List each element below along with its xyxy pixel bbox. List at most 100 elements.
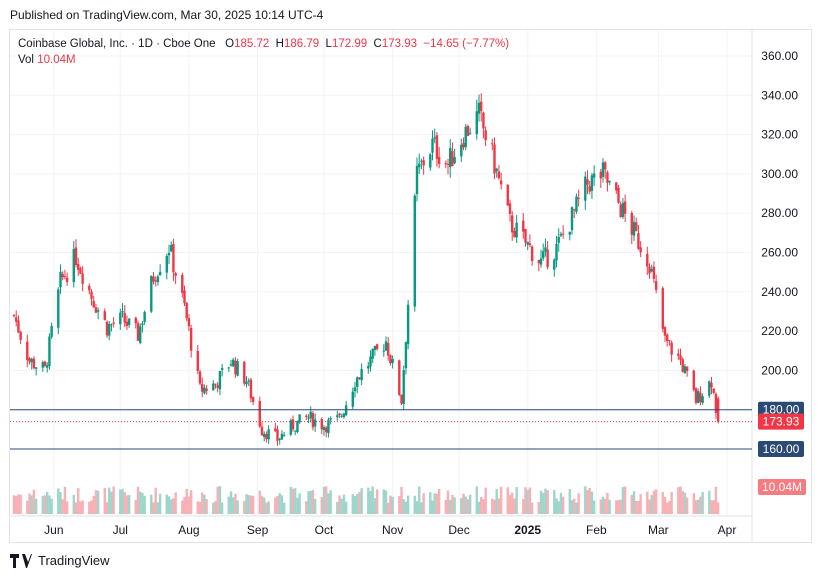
volume-bar [353, 496, 357, 514]
volume-bar [663, 496, 667, 514]
volume-bar [110, 491, 113, 514]
volume-bar [606, 492, 609, 514]
candle-body [601, 162, 605, 177]
volume-bar [185, 488, 188, 514]
volume-bar [444, 499, 447, 514]
y-tick-label: 340.00 [761, 88, 798, 102]
volume-bar [685, 497, 689, 514]
volume-bar [477, 501, 481, 514]
candle-body [683, 366, 687, 374]
volume-bar [716, 502, 720, 514]
candle-body [156, 276, 160, 283]
candle-body [389, 355, 392, 364]
volume-bar [670, 491, 673, 514]
y-tick-label: 300.00 [761, 167, 798, 181]
volume-bar [453, 497, 456, 514]
candle-body [112, 322, 115, 324]
close-value: 173.93 [381, 38, 418, 50]
volume-bar [652, 490, 656, 514]
candle-body [557, 236, 560, 243]
candle-body [586, 179, 589, 185]
candle-body [136, 323, 140, 341]
candle-body [134, 317, 137, 324]
volume-bar [630, 494, 633, 514]
candle-body [654, 281, 658, 290]
volume-bar [174, 492, 177, 514]
candle-body [482, 112, 485, 129]
volume-bar [265, 502, 268, 514]
published-header: Published on TradingView.com, Mar 30, 20… [10, 8, 324, 22]
volume-bar [464, 496, 467, 514]
candle-body [522, 220, 525, 232]
volume-bar [632, 491, 636, 514]
candle-body [692, 370, 695, 390]
candle-body [327, 419, 330, 434]
volume-bar [187, 496, 191, 514]
candle-body [477, 102, 481, 114]
volume-bar [81, 500, 84, 514]
volume-row: Vol 10.04M [18, 52, 509, 68]
candle-body [400, 394, 403, 404]
volume-bar [274, 497, 277, 514]
candle-body [294, 430, 297, 432]
volume-bar [544, 488, 547, 514]
candle-body [77, 263, 80, 270]
candle-body [34, 367, 38, 369]
candle-body [353, 387, 357, 392]
volume-bar [212, 502, 215, 514]
candle-body [422, 160, 425, 166]
candle-body [413, 195, 416, 307]
candle-body [307, 417, 310, 419]
volume-bar [668, 500, 671, 514]
candle-body [92, 301, 95, 308]
x-tick-label: Aug [178, 523, 199, 537]
candle-body [280, 433, 284, 440]
last-price-label: 173.93 [763, 415, 800, 429]
volume-bar [601, 496, 605, 514]
volume-bar [714, 486, 718, 514]
volume-bar [382, 489, 385, 514]
volume-bar [351, 494, 354, 514]
volume-bar [431, 500, 434, 514]
candle-body [480, 101, 483, 111]
volume-bar [218, 486, 222, 514]
volume-bar [322, 486, 326, 514]
candle-body [154, 280, 157, 282]
volume-bar [220, 502, 224, 514]
volume-bar [699, 496, 702, 514]
candle-body [573, 209, 576, 211]
candle-body [165, 255, 168, 273]
low-value: 172.99 [331, 38, 368, 50]
candle-body [588, 186, 591, 192]
volume-bar [278, 493, 281, 514]
volume-bar [96, 490, 100, 514]
volume-bar [555, 498, 558, 514]
candle-body [30, 358, 33, 363]
candle-body [559, 233, 563, 236]
candle-body [48, 336, 51, 366]
volume-bar [108, 487, 111, 514]
candle-body [577, 197, 580, 199]
x-tick-label: Oct [315, 523, 334, 537]
candle-body [491, 143, 494, 145]
candle-body [506, 184, 509, 206]
y-tick-label: 240.00 [761, 285, 798, 299]
candle-body [599, 171, 602, 179]
volume-bar [666, 502, 669, 514]
candle-body [650, 268, 653, 272]
candle-body [495, 168, 498, 171]
candle-body [369, 356, 372, 367]
candle-body [336, 415, 339, 418]
volume-bar [360, 488, 363, 514]
chart-frame [9, 29, 812, 543]
volume-bar [167, 496, 171, 514]
candle-body [320, 419, 323, 430]
volume-bar [446, 490, 450, 514]
volume-bar [229, 491, 233, 514]
volume-bar [48, 495, 51, 514]
candle-body [12, 315, 16, 317]
candle-body [325, 427, 328, 433]
volume-bar [546, 490, 549, 514]
volume-bar [63, 486, 67, 514]
